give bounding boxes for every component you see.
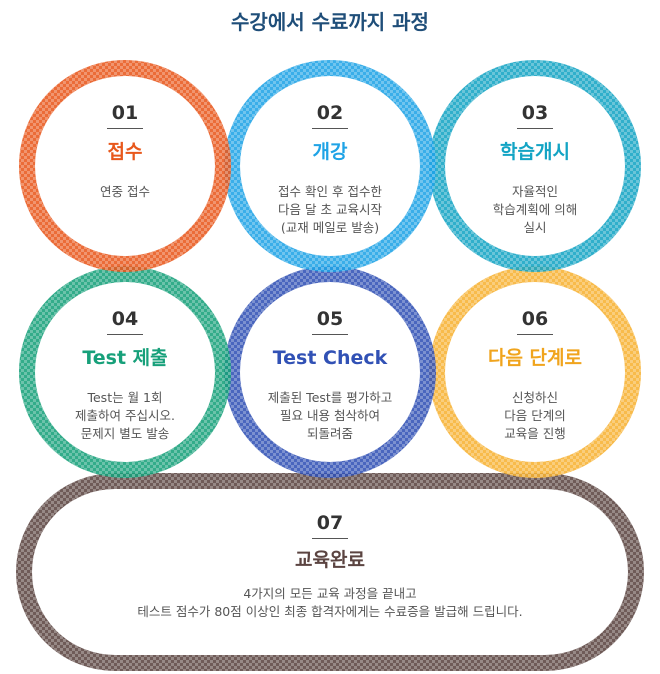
step-desc: Test는 월 1회 제출하여 주십시오. 문제지 별도 발송 [45, 389, 205, 443]
step-desc: 4가지의 모든 교육 과정을 끝내고 테스트 점수가 80점 이상인 최종 합격… [60, 585, 600, 621]
step-desc: 연중 접수 [45, 183, 205, 201]
step-title: 개강 [312, 141, 348, 163]
divider [312, 128, 348, 129]
step-number: 07 [316, 512, 344, 534]
ring-texture-step6 [429, 266, 641, 478]
page-title: 수강에서 수료까지 과정 [231, 10, 429, 34]
desc-line: 문제지 별도 발송 [80, 426, 170, 441]
step-07: 07 교육완료 4가지의 모든 교육 과정을 끝내고 테스트 점수가 80점 이… [60, 512, 600, 621]
ring-texture-step4 [19, 266, 231, 478]
step-number: 04 [111, 308, 139, 330]
divider [107, 334, 143, 335]
desc-line: 4가지의 모든 교육 과정을 끝내고 [243, 586, 417, 601]
step-06: 06 다음 단계로 신청하신 다음 단계의 교육을 진행 [455, 308, 615, 443]
step-number: 01 [111, 102, 139, 124]
desc-line: 학습계획에 의해 [492, 202, 578, 217]
divider [517, 334, 553, 335]
desc-line: 자율적인 [511, 184, 558, 199]
ring-texture-step7 [16, 473, 644, 671]
ring-texture-step2 [224, 60, 436, 272]
desc-line: 실시 [523, 220, 547, 235]
step-number: 05 [316, 308, 344, 330]
step-desc: 신청하신 다음 단계의 교육을 진행 [455, 389, 615, 443]
step-02: 02 개강 접수 확인 후 접수한 다음 달 초 교육시작 (교재 메일로 발송… [250, 102, 410, 237]
desc-line: 제출하여 주십시오. [75, 408, 175, 423]
step-title: Test 제출 [82, 347, 168, 369]
desc-line: 신청하신 [511, 390, 558, 405]
divider [517, 128, 553, 129]
step-05: 05 Test Check 제출된 Test를 평가하고 필요 내용 첨삭하여 … [250, 308, 410, 443]
ring-texture-step1 [19, 60, 231, 272]
divider [107, 128, 143, 129]
desc-line: 연중 접수 [100, 184, 150, 199]
step-title: 다음 단계로 [487, 347, 582, 369]
ring-texture-step3 [429, 60, 641, 272]
step-04: 04 Test 제출 Test는 월 1회 제출하여 주십시오. 문제지 별도 … [45, 308, 205, 443]
desc-line: 교육을 진행 [504, 426, 566, 441]
step-desc: 제출된 Test를 평가하고 필요 내용 첨삭하여 되돌려줌 [250, 389, 410, 443]
desc-line: 다음 단계의 [504, 408, 566, 423]
step-title: Test Check [272, 347, 388, 369]
desc-line: 다음 달 초 교육시작 [278, 202, 382, 217]
desc-line: (교재 메일로 발송) [280, 220, 380, 235]
desc-line: 필요 내용 첨삭하여 [280, 408, 380, 423]
divider [312, 538, 348, 539]
ring-texture-step5 [224, 266, 436, 478]
desc-line: Test는 월 1회 [87, 390, 163, 405]
step-desc: 자율적인 학습계획에 의해 실시 [455, 183, 615, 237]
desc-line: 되돌려줌 [306, 426, 353, 441]
desc-line: 테스트 점수가 80점 이상인 최종 합격자에게는 수료증을 발급해 드립니다. [137, 604, 523, 619]
step-desc: 접수 확인 후 접수한 다음 달 초 교육시작 (교재 메일로 발송) [250, 183, 410, 237]
step-title: 접수 [107, 141, 143, 163]
step-title: 교육완료 [295, 549, 365, 571]
step-number: 02 [316, 102, 344, 124]
desc-line: 접수 확인 후 접수한 [278, 184, 382, 199]
desc-line: 제출된 Test를 평가하고 [267, 390, 393, 405]
divider [312, 334, 348, 335]
step-title: 학습개시 [500, 141, 570, 163]
step-01: 01 접수 연중 접수 [45, 102, 205, 201]
step-03: 03 학습개시 자율적인 학습계획에 의해 실시 [455, 102, 615, 237]
step-number: 06 [521, 308, 549, 330]
step-number: 03 [521, 102, 549, 124]
